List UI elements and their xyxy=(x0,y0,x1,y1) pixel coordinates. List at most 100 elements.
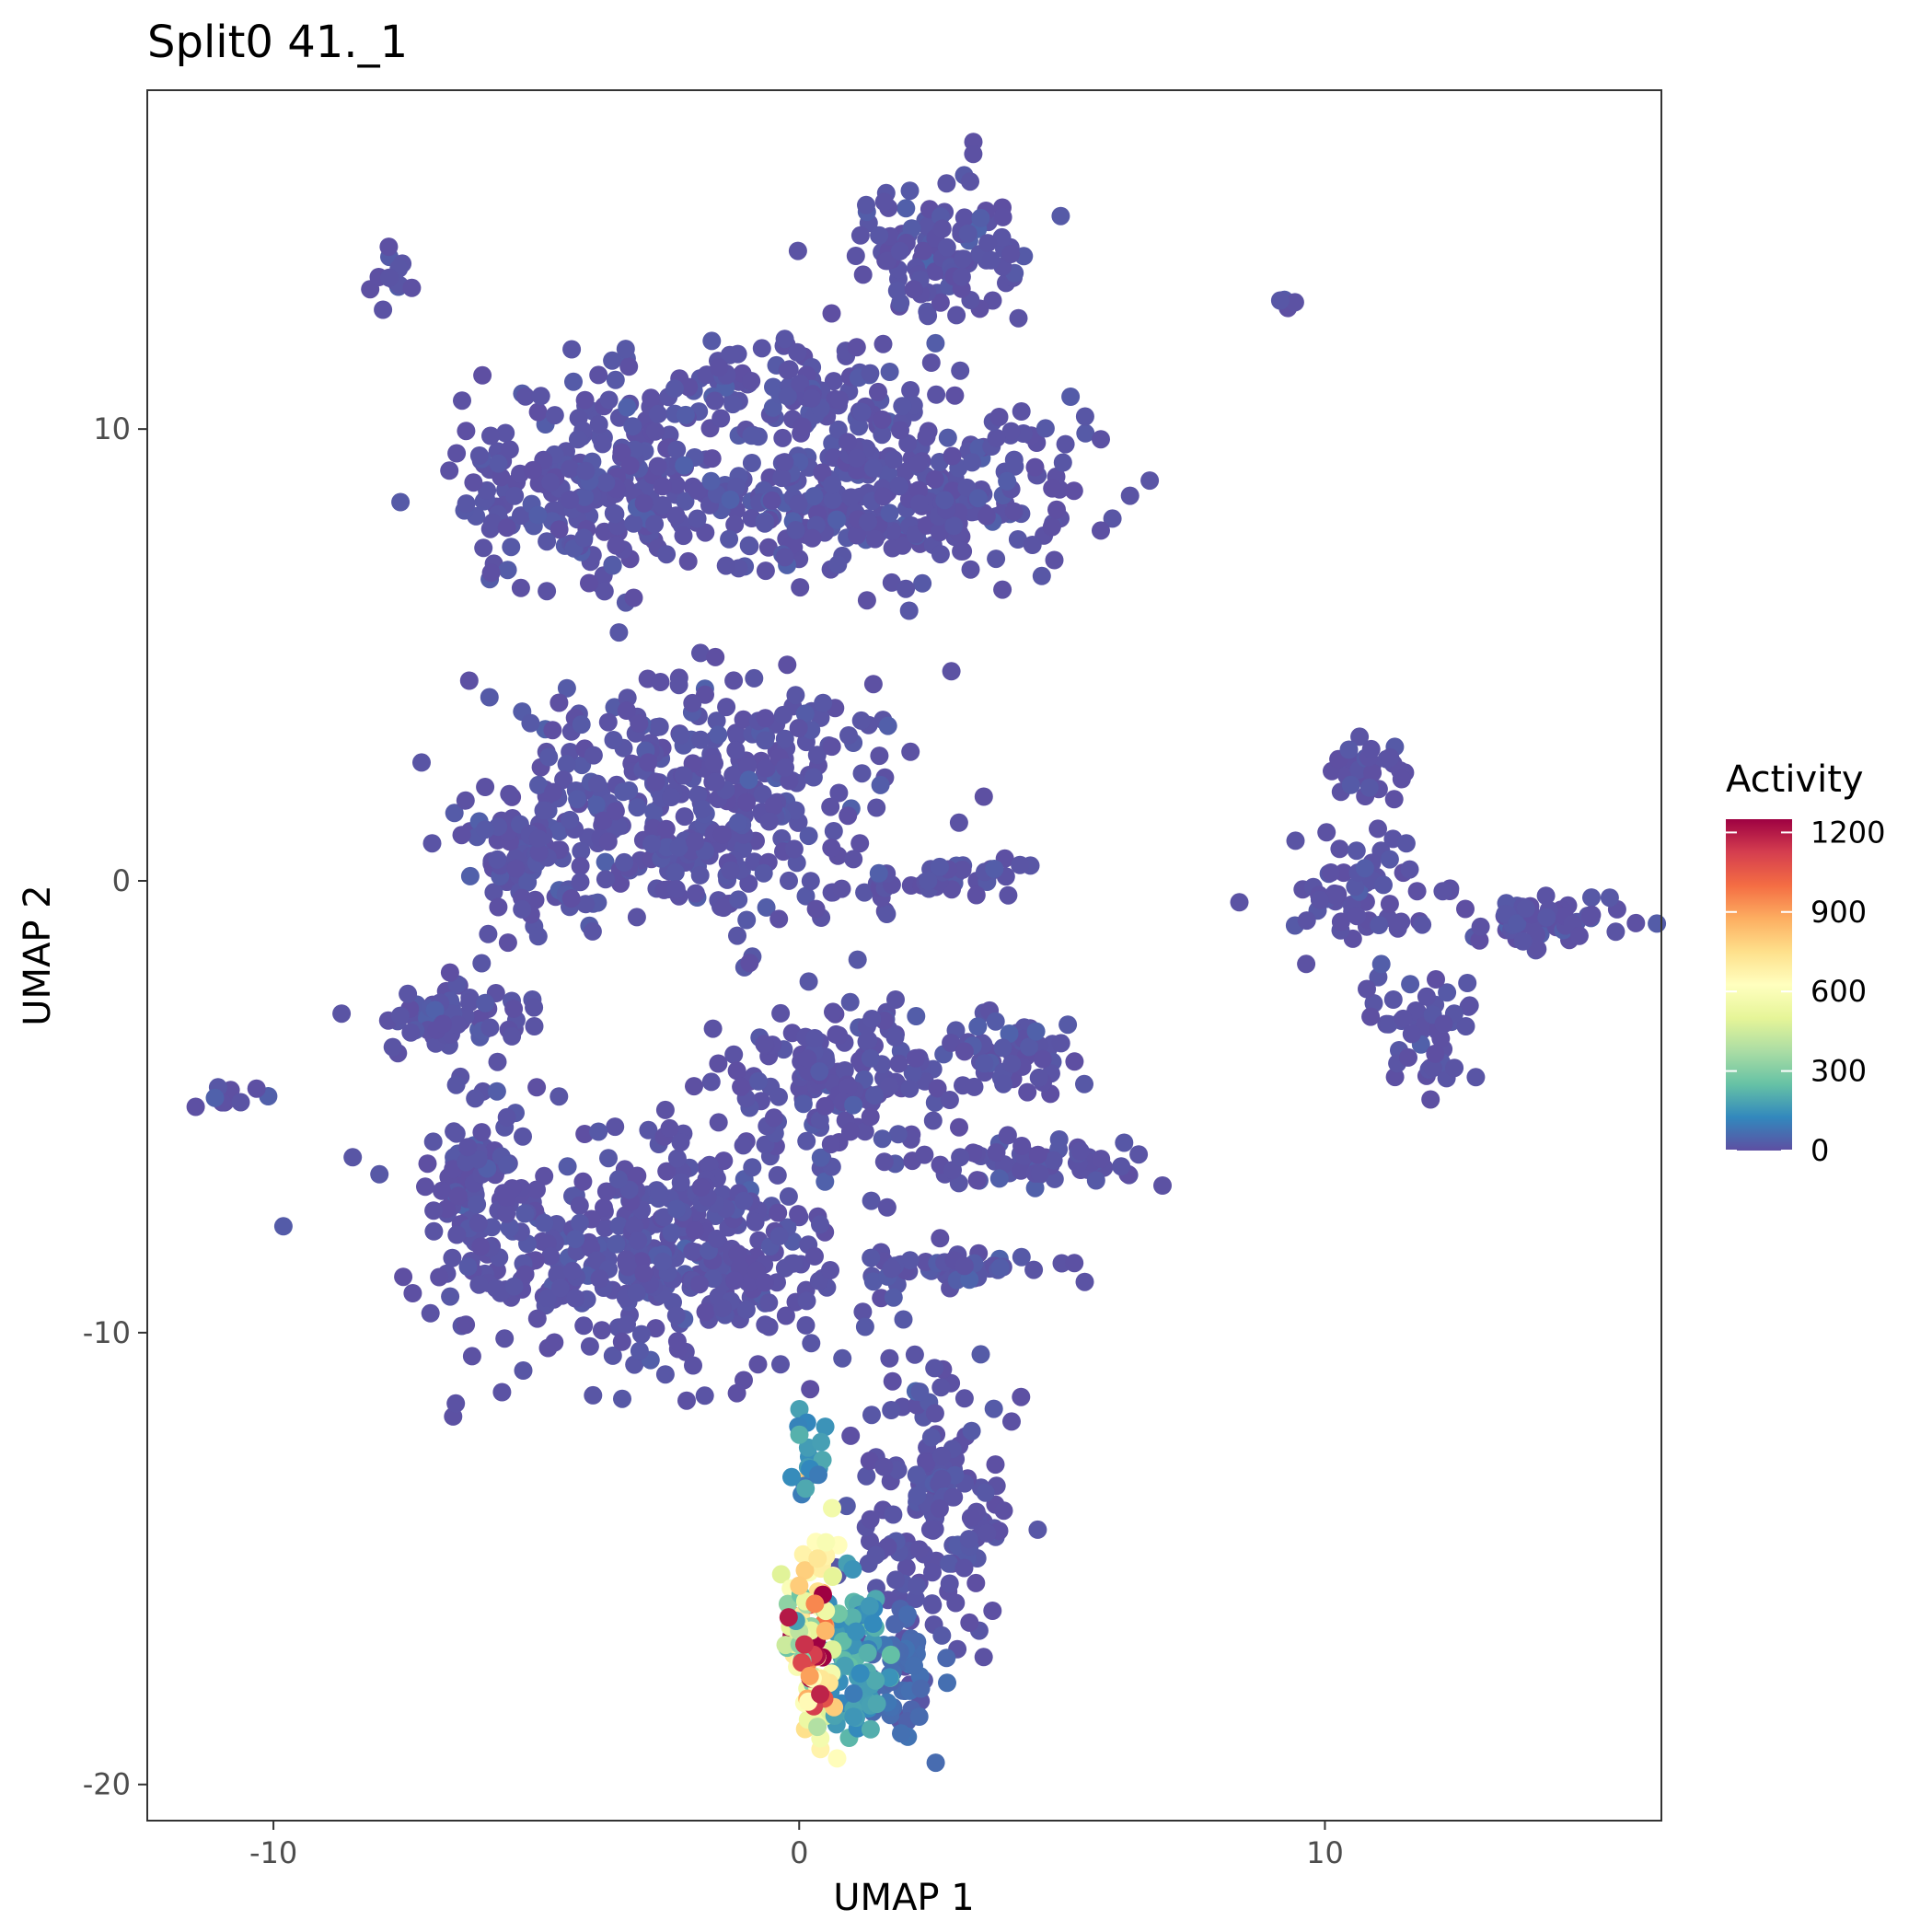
data-point xyxy=(391,492,411,512)
data-point xyxy=(900,1079,920,1098)
data-point xyxy=(569,430,587,449)
data-point xyxy=(871,775,890,794)
data-point xyxy=(925,1404,944,1423)
data-point xyxy=(887,281,907,300)
data-point xyxy=(986,1455,1005,1475)
data-point xyxy=(596,473,616,492)
x-axis-ticks: -10 0 10 xyxy=(249,1821,1344,1870)
data-point xyxy=(676,492,695,511)
data-point xyxy=(900,181,920,201)
data-point xyxy=(800,1666,819,1685)
data-point xyxy=(780,871,798,890)
data-point xyxy=(740,954,759,973)
data-point xyxy=(1355,859,1374,878)
data-point xyxy=(1421,1090,1440,1109)
data-point xyxy=(943,446,962,466)
data-point xyxy=(835,1656,854,1675)
data-point xyxy=(984,1399,1003,1418)
data-point xyxy=(654,1252,673,1271)
data-point xyxy=(1346,877,1365,897)
data-point xyxy=(735,1191,753,1210)
data-point xyxy=(686,884,705,903)
data-point xyxy=(863,675,883,694)
data-point xyxy=(1056,434,1075,454)
data-point xyxy=(1380,850,1399,869)
data-point xyxy=(529,775,548,794)
data-point xyxy=(784,839,804,859)
data-point xyxy=(886,990,905,1009)
data-point xyxy=(541,472,561,492)
data-point xyxy=(448,1186,468,1206)
data-point xyxy=(797,1131,816,1151)
data-point xyxy=(769,1203,788,1222)
data-point xyxy=(690,1275,709,1294)
data-point xyxy=(728,813,747,832)
data-point xyxy=(989,408,1009,426)
data-point xyxy=(618,1314,636,1334)
data-point xyxy=(892,1724,910,1743)
data-point xyxy=(824,372,843,391)
data-point xyxy=(808,1718,827,1737)
data-point xyxy=(527,1078,547,1097)
data-point xyxy=(558,1157,577,1176)
data-point xyxy=(706,647,725,666)
x-tick-label: 0 xyxy=(790,1835,808,1870)
data-point xyxy=(543,721,562,740)
data-point xyxy=(425,1001,445,1020)
data-point xyxy=(862,1248,881,1267)
data-point xyxy=(589,365,608,385)
data-point xyxy=(816,1621,835,1640)
data-point xyxy=(497,518,516,538)
data-point xyxy=(793,1094,813,1114)
data-point xyxy=(1120,486,1140,505)
data-point xyxy=(574,528,594,548)
legend-tick-label: 600 xyxy=(1811,974,1867,1009)
data-point xyxy=(1407,1002,1427,1022)
data-point xyxy=(776,1306,795,1325)
data-point xyxy=(925,469,944,489)
data-point xyxy=(938,1673,956,1693)
data-point xyxy=(416,1177,434,1197)
data-point xyxy=(961,560,980,579)
data-point xyxy=(880,1668,899,1687)
data-point xyxy=(807,746,827,765)
data-point xyxy=(850,1664,870,1683)
data-point xyxy=(660,1118,679,1138)
data-point xyxy=(1001,245,1021,263)
data-point xyxy=(374,300,393,319)
data-point xyxy=(816,1417,835,1437)
data-point xyxy=(399,984,418,1003)
data-point xyxy=(775,548,794,567)
data-point xyxy=(469,446,489,465)
data-point xyxy=(521,713,540,733)
data-point xyxy=(724,1045,744,1064)
data-point xyxy=(630,714,649,733)
data-point xyxy=(757,758,776,778)
data-point xyxy=(1392,769,1411,789)
data-point xyxy=(727,726,746,746)
data-point xyxy=(779,1608,798,1627)
data-point xyxy=(795,704,815,723)
data-point xyxy=(503,1026,522,1046)
data-point xyxy=(865,529,885,549)
data-point xyxy=(1438,983,1457,1002)
data-point xyxy=(775,453,794,472)
data-point xyxy=(1470,931,1489,950)
data-point xyxy=(459,671,479,690)
data-point xyxy=(1370,916,1389,934)
data-point xyxy=(441,1287,460,1306)
data-point xyxy=(247,1079,266,1098)
data-point xyxy=(729,890,748,909)
data-point xyxy=(703,1019,723,1038)
data-point xyxy=(828,555,848,574)
data-point xyxy=(812,1432,830,1452)
data-point xyxy=(1059,1015,1078,1035)
data-point xyxy=(945,386,965,405)
data-point xyxy=(394,1267,413,1287)
data-point xyxy=(786,521,805,539)
data-point xyxy=(709,1054,728,1073)
data-point xyxy=(844,850,863,869)
data-point xyxy=(804,487,824,506)
data-point xyxy=(1626,913,1646,932)
data-point xyxy=(706,772,725,792)
